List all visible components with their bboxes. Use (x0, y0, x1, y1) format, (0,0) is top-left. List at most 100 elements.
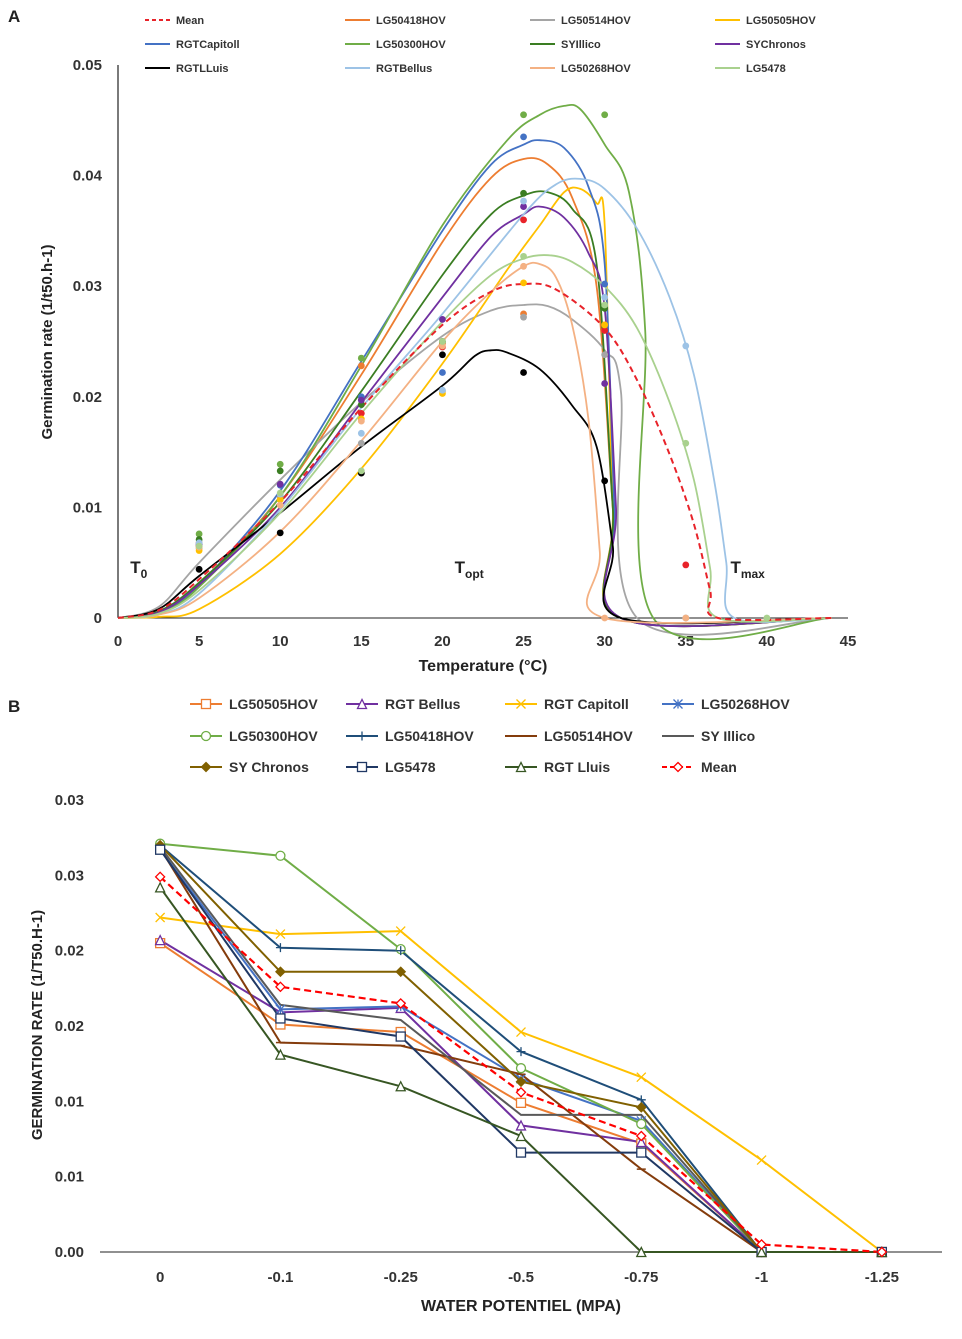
panel-a-point-lg50268hov (357, 417, 365, 425)
panel-a-point-lg50300hov (601, 111, 609, 119)
panel-a-axes (117, 65, 848, 619)
panel-b-legend-label-lg50268hov: LG50268HOV (701, 696, 790, 712)
panel-b-x-tick: -0.75 (624, 1269, 658, 1286)
panel-a-x-tick: 15 (353, 633, 370, 650)
panel-a-point-lg50268hov (682, 614, 690, 622)
panel-b-legend-marker-rgt-bellus (356, 698, 368, 710)
panel-a-legend-label-rgtbellus: RGTBellus (376, 63, 432, 75)
panel-a-point-rgtbellus (682, 342, 690, 350)
panel-a-point-rgtlluis (276, 529, 284, 537)
panel-a-legend-label-lg50514hov: LG50514HOV (561, 15, 631, 27)
panel-a-y-tick: 0.05 (73, 57, 102, 74)
panel-a-point-rgtbellus (601, 293, 609, 301)
panel-b-y-tick: 0.02 (55, 943, 84, 960)
panel-b-marker-lg50505hov (515, 1097, 527, 1108)
panel-b-legend-label-lg5478: LG5478 (385, 759, 436, 775)
panel-a-point-lg50268hov (601, 614, 609, 622)
panel-a-point-mean (682, 561, 690, 569)
panel-b-marker-lg5478 (395, 1031, 406, 1042)
panel-a-point-rgtbellus (357, 429, 365, 437)
panel-a-point-lg50418hov (357, 362, 365, 370)
panel-a-point-lg5478 (601, 301, 609, 309)
panel-a-point-lg5478 (195, 542, 203, 550)
panel-a-legend-label-lg50268hov: LG50268HOV (561, 63, 631, 75)
panel-b-legend-marker-rgt-capitoll (516, 699, 526, 709)
panel-a-y-axis-title: Germination rate (1/t50.h-1) (39, 244, 56, 439)
panel-a-point-lg5478 (520, 252, 527, 260)
panel-a-curve-rgtlluis (117, 349, 832, 625)
panel-a-legend-label-lg50505hov: LG50505HOV (746, 15, 816, 27)
panel-b-marker-mean (275, 981, 286, 993)
panel-a-point-lg50505hov (601, 321, 609, 329)
panel-b-y-tick: 0.01 (55, 1093, 84, 1110)
panel-b-marker-rgt-lluis (635, 1246, 647, 1258)
panel-a-point-rgtcapitoll (601, 280, 609, 288)
panel-b-x-tick: 0 (156, 1269, 164, 1286)
panel-b-legend-label-lg50300hov: LG50300HOV (229, 728, 318, 744)
panel-a-x-tick: 20 (434, 633, 451, 650)
panel-a-legend-label-lg5478: LG5478 (746, 63, 786, 75)
panel-b-legend-marker-lg5478 (356, 761, 368, 773)
panel-b-x-tick: -0.5 (508, 1269, 534, 1286)
panel-b-marker-lg50300hov (515, 1063, 527, 1074)
panel-a-point-lg50300hov (520, 111, 527, 119)
panel-a-point-syillico (276, 467, 284, 475)
panel-b-marker-rgt-bellus (635, 1136, 647, 1148)
panel-a-x-tick: 25 (515, 633, 532, 650)
panel-a-point-lg50514hov (601, 351, 609, 359)
panel-b-marker-mean (635, 1130, 647, 1142)
panel-b-legend-marker-lg50300hov (200, 730, 212, 742)
panel-b-legend-marker-lg50418hov (357, 731, 367, 741)
panel-b-marker-mean (876, 1246, 888, 1258)
panel-a-curve-rgtcapitoll (117, 139, 832, 628)
panel-b-marker-mean (395, 997, 407, 1009)
panel-a-point-rgtbellus (439, 386, 446, 394)
panel-b-marker-rgt-capitoll (636, 1072, 647, 1083)
panel-a-point-mean (601, 327, 609, 334)
panel-b-y-tick: 0.01 (55, 1169, 84, 1186)
panel-a-point-lg5478 (682, 439, 690, 447)
panel-a-x-tick: 40 (759, 633, 776, 650)
panel-a-x-tick: 45 (840, 633, 857, 650)
panel-a-x-axis-title: Temperature (°C) (419, 658, 548, 675)
panel-b-y-tick: 0.00 (55, 1244, 84, 1261)
panel-b-marker-lg50418hov (396, 946, 406, 956)
panel-b-marker-sy-chronos (515, 1076, 527, 1088)
panel-b-marker-rgt-lluis (154, 881, 166, 893)
panel-b-marker-rgt-lluis (756, 1246, 768, 1258)
panel-a-curve-lg50514hov (117, 303, 832, 636)
panel-b-marker-rgt-capitoll (395, 926, 406, 937)
panel-a-letter: A (8, 7, 20, 26)
panel-a-y-tick: 0.03 (73, 278, 102, 295)
annotation-base: T (130, 558, 141, 577)
panel-a-x-tick: 5 (195, 633, 203, 650)
panel-b-marker-rgt-capitoll (275, 929, 286, 940)
annotation-t-opt: Topt (455, 558, 484, 581)
panel-a-point-lg5478 (276, 489, 284, 497)
panel-a-legend-label-rgtlluis: RGTLLuis (176, 63, 229, 75)
annotation-base: T (730, 558, 741, 577)
panel-a-y-tick: 0.01 (73, 499, 102, 516)
panel-b-legend-marker-mean (672, 761, 684, 773)
panel-a-point-lg50268hov (520, 262, 527, 270)
panel-a-y-tick: 0.04 (73, 168, 103, 185)
panel-a-point-lg50514hov (520, 313, 527, 321)
panel-a-legend-label-rgtcapitoll: RGTCapitoll (176, 39, 240, 51)
panel-a-point-lg50505hov (520, 279, 527, 287)
panel-b-marker-rgt-bellus (515, 1119, 527, 1131)
panel-b-marker-lg5478 (515, 1147, 527, 1158)
panel-b-x-tick: -0.25 (384, 1269, 418, 1286)
panel-b-marker-rgt-lluis (274, 1048, 286, 1060)
panel-b-marker-mean (515, 1086, 527, 1098)
panel-a-curve-sychronos (117, 205, 832, 628)
panel-a-point-lg50514hov (357, 439, 365, 447)
panel-b-marker-mean (154, 871, 166, 883)
panel-a-point-sychronos (276, 480, 284, 488)
panel-a-point-mean (357, 409, 365, 417)
panel-b-legend-label-mean: Mean (701, 759, 737, 775)
panel-a-point-lg50268hov (276, 501, 284, 509)
panel-a-curve-mean (117, 282, 832, 622)
panel-a-x-tick: 0 (114, 633, 122, 650)
panel-a-legend-label-syillico: SYIllico (561, 39, 601, 51)
panel-b-letter: B (8, 697, 20, 716)
